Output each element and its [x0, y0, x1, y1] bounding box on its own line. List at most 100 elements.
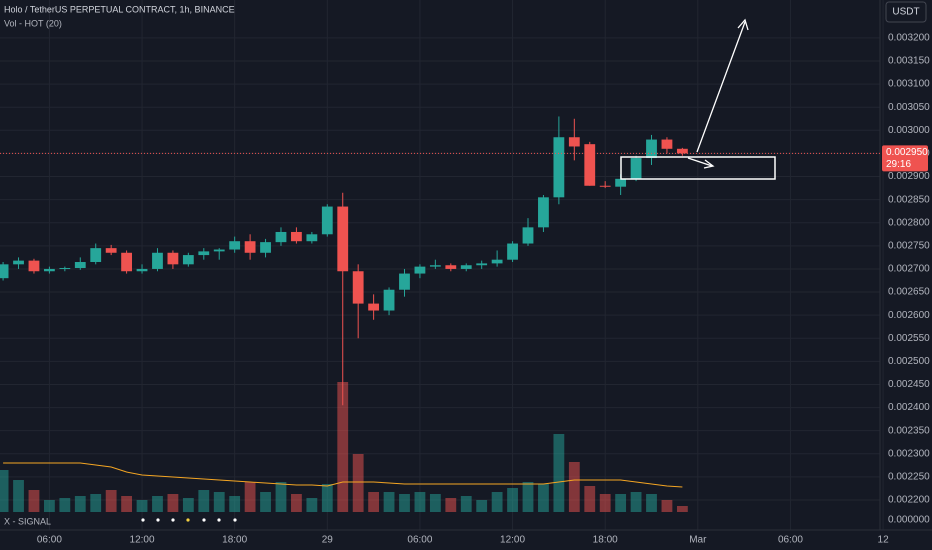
signal-label: X - SIGNAL — [4, 516, 51, 526]
plot — [0, 116, 880, 512]
candle-body — [59, 268, 71, 270]
y-tick-label: 0.003150 — [888, 56, 930, 67]
volume-bar — [445, 498, 457, 512]
candle-body — [229, 241, 241, 250]
candle-body — [676, 148, 688, 154]
volume-bar — [368, 492, 380, 512]
x-tick-label: 06:00 — [37, 535, 62, 546]
volume-bar — [105, 490, 117, 512]
candle-body — [136, 268, 148, 272]
x-tick-label: 29 — [322, 535, 334, 546]
volume-bar — [414, 492, 426, 512]
volume-bar — [383, 492, 395, 512]
candle-body — [383, 289, 395, 311]
volume-bar — [44, 500, 55, 512]
candle-body — [306, 234, 318, 242]
x-tick-label: 18:00 — [593, 535, 618, 546]
candle-body — [260, 242, 271, 253]
countdown: 29:16 — [886, 159, 911, 170]
y-tick-label: 0.002750 — [888, 240, 930, 251]
volume-bar — [429, 494, 441, 512]
candle-body — [646, 139, 657, 159]
candle-body — [568, 137, 580, 147]
currency[interactable]: USDT — [892, 7, 919, 18]
signal-dots — [141, 518, 237, 522]
candle-body — [198, 251, 210, 256]
candle-body — [244, 241, 256, 253]
volume-bar — [152, 496, 163, 512]
volume-bar — [507, 488, 518, 512]
candle-body — [507, 243, 518, 260]
currency-button[interactable] — [885, 1, 927, 23]
candle-body — [368, 303, 380, 311]
volume-bar — [90, 494, 102, 512]
candle-body — [44, 268, 55, 272]
volume-bar — [337, 382, 349, 512]
candle-body — [615, 178, 627, 187]
volume-bar — [460, 496, 472, 512]
candle-body — [13, 260, 24, 265]
volume-bar — [198, 490, 210, 512]
volume-bar — [491, 492, 503, 512]
volume-bar — [260, 492, 271, 512]
x-tick-label: Mar — [689, 535, 707, 546]
volume-bar — [630, 492, 642, 512]
volume-bar — [476, 500, 488, 512]
candle-body — [538, 197, 549, 228]
candle-body — [90, 248, 102, 263]
volume-bar — [213, 492, 225, 512]
last-price-label: 0.002950 — [886, 147, 928, 158]
y-tick-label: 0.002700 — [888, 264, 930, 275]
y-tick-label: 0.002550 — [888, 333, 930, 344]
annotation-box — [620, 156, 776, 180]
volume-bar — [291, 494, 302, 512]
volume-bar — [615, 494, 627, 512]
volume-bar — [522, 482, 534, 512]
volume-bar — [182, 498, 194, 512]
volume-bar — [352, 454, 364, 512]
volume-bar — [28, 490, 40, 512]
candle-body — [630, 158, 642, 179]
x-tick-label: 06:00 — [778, 535, 803, 546]
volume-bar — [121, 496, 132, 512]
candle-body — [599, 185, 611, 187]
y-tick-label: 0.003200 — [888, 33, 930, 44]
volume-bar — [538, 484, 549, 512]
x-tick-label: 06:00 — [407, 535, 432, 546]
annotation-arrows — [687, 18, 749, 169]
y-tick-label: 0.003000 — [888, 125, 930, 136]
candle-body — [74, 262, 86, 269]
y-tick-label: 0.002650 — [888, 287, 930, 298]
candle-body — [182, 255, 194, 265]
candle-body — [275, 231, 287, 243]
candle-body — [584, 144, 596, 186]
candle-body — [213, 249, 225, 252]
x-tick-label: 12:00 — [500, 535, 525, 546]
indicator-label: Vol - HOT (20) — [4, 18, 62, 28]
volume-bar — [306, 498, 318, 512]
x-tick-label: 12 — [878, 535, 890, 546]
candle-body — [337, 206, 349, 272]
volume-bar — [13, 480, 24, 512]
volume-bar — [399, 494, 410, 512]
candle-body — [491, 259, 503, 264]
y-tick-label: 0.002350 — [888, 425, 930, 436]
volume-bar — [568, 462, 580, 512]
y-tick-label: 0.002800 — [888, 217, 930, 228]
candle-body — [399, 273, 410, 290]
volume-bar — [553, 434, 565, 512]
volume-bar — [584, 486, 596, 512]
y-tick-label: 0.002500 — [888, 356, 930, 367]
y-tick-label: 0.002450 — [888, 379, 930, 390]
last-price-tag — [882, 145, 928, 172]
volume-bar — [74, 496, 86, 512]
candle-body — [105, 248, 117, 253]
y-tick-label: 0.002600 — [888, 310, 930, 321]
volume-bar — [321, 484, 333, 512]
candle-body — [553, 137, 565, 198]
candle-body — [476, 263, 488, 266]
volume-bar — [229, 496, 241, 512]
volume-tick-label: 0.000000 — [888, 515, 930, 526]
